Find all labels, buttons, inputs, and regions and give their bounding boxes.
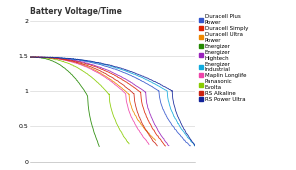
Legend: Duracell Plus
Power, Duracell Simply, Duracell Ultra
Power, Energizer, Energizer: Duracell Plus Power, Duracell Simply, Du… [199, 14, 248, 102]
Text: Battery Voltage/Time: Battery Voltage/Time [30, 7, 121, 16]
